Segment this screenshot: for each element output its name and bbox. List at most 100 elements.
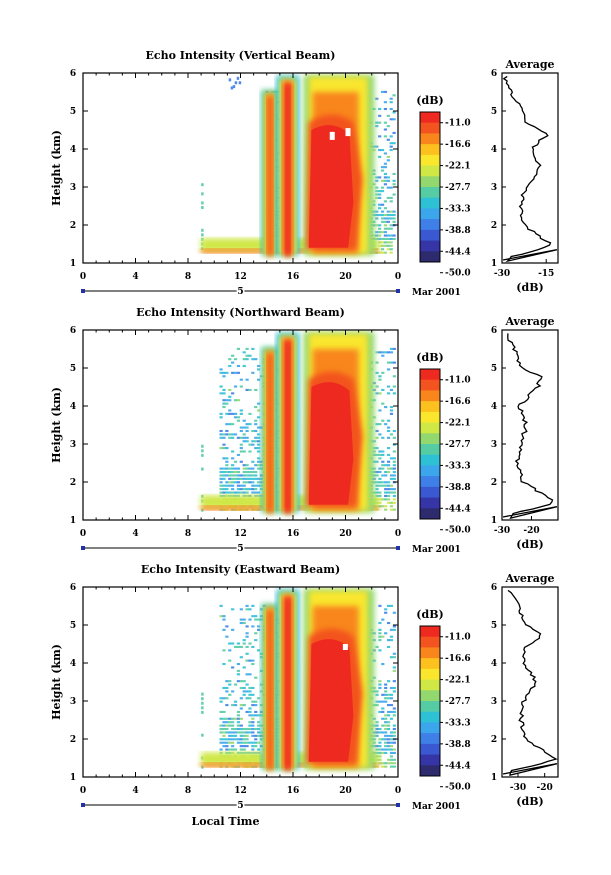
heatmap-field: [201, 331, 396, 513]
colorbar-swatch: [420, 240, 440, 252]
average-profile: Average 1 2 3 4 5 6 -30 -20 (dB): [491, 572, 559, 808]
profile-x-tick-label: -30: [510, 783, 526, 793]
colorbar-label: -11.0: [445, 633, 471, 643]
profile-frame: [501, 586, 559, 778]
average-profile: Average 1 2 3 4 5 6 -30 -20 (dB): [491, 315, 559, 551]
colorbar-swatch: [420, 251, 440, 263]
colorbar-swatch: [420, 647, 440, 659]
day-marker: [81, 546, 85, 550]
colorbar-label: -16.6: [445, 140, 471, 150]
colorbar-swatch: [420, 208, 440, 220]
colorbar-label: -50.0: [445, 269, 471, 279]
profile-y-tick-label: 4: [491, 659, 497, 669]
profile-y-tick-label: 4: [491, 402, 497, 412]
colorbar-swatch: [420, 743, 440, 756]
colorbar-swatch: [420, 219, 440, 231]
profile-y-tick-label: 1: [491, 773, 497, 783]
x-tick-label: 8: [185, 786, 191, 796]
colorbar-swatch: [420, 379, 440, 391]
x-tick-label: 8: [185, 529, 191, 539]
profile-line: [502, 75, 558, 263]
x-tick-label: 0: [395, 272, 401, 282]
echo-column: [266, 609, 274, 770]
colorbar-unit: (dB): [416, 94, 443, 107]
average-profile: Average 1 2 3 4 5 6 -30 -15 (dB): [491, 58, 559, 294]
colorbar-swatch: [420, 701, 440, 713]
y-tick-label: 5: [70, 107, 76, 117]
x-tick-label: 16: [287, 786, 300, 796]
data-gap: [329, 131, 335, 140]
y-tick-label: 3: [70, 440, 76, 450]
profile-x-label: (dB): [516, 281, 543, 294]
echo-column: [285, 341, 291, 513]
profile-x-tick-label: -30: [494, 526, 510, 536]
data-gap: [342, 644, 348, 650]
colorbar-swatch: [420, 722, 440, 734]
colorbar-unit: (dB): [416, 608, 443, 621]
date-label: Mar 2001: [412, 288, 461, 298]
colorbar-label: -38.8: [445, 226, 471, 236]
colorbar-swatch: [420, 197, 440, 209]
colorbar-label: -11.0: [445, 376, 471, 386]
x-tick-label: 20: [339, 529, 352, 539]
colorbar-swatch: [420, 122, 440, 134]
y-axis-label: Height (km): [50, 644, 63, 720]
echo-column: [285, 84, 291, 256]
day-label: 5: [237, 544, 243, 554]
colorbar-swatch: [420, 176, 440, 188]
colorbar-swatch: [420, 754, 440, 766]
colorbar-swatch: [420, 229, 440, 242]
day-label: 5: [237, 287, 243, 297]
x-tick-label: 16: [287, 529, 300, 539]
colorbar-label: -27.7: [445, 183, 471, 193]
x-tick-label: 12: [234, 272, 247, 282]
profile-line: [502, 589, 558, 776]
colorbar-swatch: [420, 679, 440, 691]
profile-frame: [501, 72, 559, 264]
profile-title: Average: [504, 315, 554, 328]
x-tick-label: 12: [234, 529, 247, 539]
echo-column: [266, 352, 274, 513]
colorbar-swatch: [420, 658, 440, 670]
colorbar-label: -44.4: [445, 761, 471, 771]
colorbar-swatch: [420, 668, 440, 681]
day-marker: [396, 289, 400, 293]
profile-y-tick-label: 6: [491, 69, 497, 79]
y-tick-label: 6: [70, 583, 76, 593]
colorbar-swatch: [420, 433, 440, 445]
heatmap-field: [201, 588, 396, 770]
profile-y-tick-label: 6: [491, 326, 497, 336]
colorbar-swatch: [420, 486, 440, 499]
profile-y-tick-label: 1: [491, 259, 497, 269]
colorbar-label: -33.3: [445, 204, 471, 214]
colorbar-swatch: [420, 636, 440, 648]
colorbar-label: -22.1: [445, 419, 471, 429]
colorbar-swatch: [420, 154, 440, 167]
profile-x-label: (dB): [516, 795, 543, 808]
colorbar-swatch: [420, 187, 440, 199]
main-precip-block: [303, 588, 375, 770]
date-label: Mar 2001: [412, 545, 461, 555]
colorbar-swatch: [420, 690, 440, 702]
main-precip-block: [303, 331, 375, 513]
colorbar-swatch: [420, 411, 440, 424]
x-tick-label: 4: [132, 786, 138, 796]
profile-y-tick-label: 6: [491, 583, 497, 593]
y-tick-label: 1: [70, 516, 76, 526]
y-tick-label: 3: [70, 183, 76, 193]
date-label: Mar 2001: [412, 802, 461, 812]
y-tick-label: 2: [70, 221, 76, 231]
x-tick-label: 20: [339, 786, 352, 796]
colorbar-swatch: [420, 476, 440, 488]
y-tick-label: 4: [70, 402, 76, 412]
colorbar-label: -16.6: [445, 397, 471, 407]
x-tick-label: 0: [395, 529, 401, 539]
profile-y-tick-label: 2: [491, 478, 497, 488]
x-tick-label: 0: [80, 786, 86, 796]
profile-x-tick-label: -15: [538, 269, 554, 279]
profile-line: [502, 333, 558, 520]
profile-x-tick-label: -20: [537, 783, 553, 793]
profile-y-tick-label: 5: [491, 364, 497, 374]
